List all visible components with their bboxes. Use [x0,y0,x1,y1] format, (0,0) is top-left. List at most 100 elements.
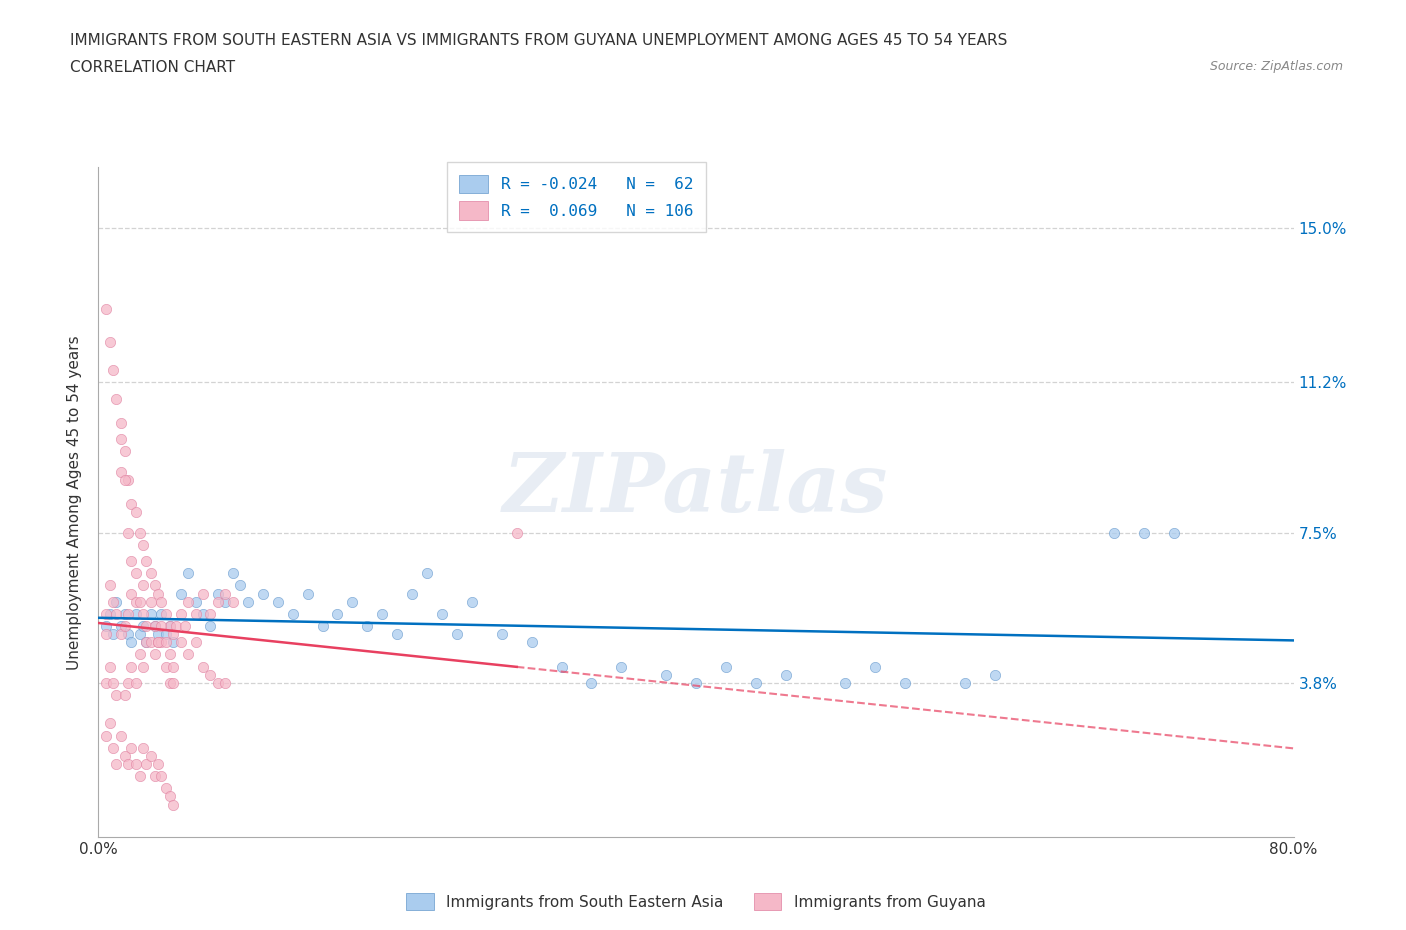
Point [94,302,117,317]
Point [155,635,177,650]
Point [120,586,142,601]
Point [100,659,122,674]
Point [148,635,170,650]
Point [125,606,148,621]
Point [159,618,181,633]
Point [184,635,207,650]
Point [610,659,633,674]
Point [103,594,125,609]
Point [114,749,136,764]
Point [105,392,128,406]
Point [385,627,409,642]
Point [129,647,152,662]
Point [191,606,214,621]
Point [129,594,152,609]
Point [159,618,181,633]
Point [775,667,797,682]
Point [143,769,166,784]
Point [236,594,259,609]
Point [865,659,887,674]
Point [135,635,157,650]
Point [100,606,122,621]
Point [132,578,155,592]
Point [94,606,117,621]
Point [125,565,148,580]
Point [135,618,157,633]
Point [446,627,468,642]
Point [132,740,155,755]
Point [100,578,122,592]
Point [506,525,529,540]
Point [984,667,1007,682]
Point [550,659,572,674]
Point [105,606,128,621]
Point [155,606,177,621]
Point [356,618,378,633]
Point [94,675,117,690]
Point [117,675,139,690]
Point [1133,525,1156,540]
Point [207,675,229,690]
Point [125,505,148,520]
Point [297,586,319,601]
Point [1104,525,1126,540]
Point [132,659,155,674]
Point [162,635,184,650]
Point [953,675,976,690]
Point [148,756,170,771]
Point [129,627,152,642]
Point [100,335,122,350]
Point [132,538,155,552]
Y-axis label: Unemployment Among Ages 45 to 54 years: Unemployment Among Ages 45 to 54 years [67,335,83,670]
Point [139,635,162,650]
Text: IMMIGRANTS FROM SOUTH EASTERN ASIA VS IMMIGRANTS FROM GUYANA UNEMPLOYMENT AMONG : IMMIGRANTS FROM SOUTH EASTERN ASIA VS IM… [70,33,1008,47]
Text: CORRELATION CHART: CORRELATION CHART [70,60,235,75]
Point [311,618,333,633]
Point [714,659,737,674]
Point [103,675,125,690]
Point [581,675,603,690]
Point [100,716,122,731]
Point [177,647,200,662]
Point [132,606,155,621]
Point [129,769,152,784]
Point [177,594,200,609]
Point [184,606,207,621]
Point [214,594,236,609]
Point [120,740,142,755]
Point [834,675,856,690]
Point [252,586,274,601]
Point [114,472,136,487]
Point [117,756,139,771]
Point [685,675,707,690]
Point [214,675,236,690]
Point [416,565,439,580]
Point [326,606,349,621]
Legend: Immigrants from South Eastern Asia, Immigrants from Guyana: Immigrants from South Eastern Asia, Immi… [401,886,991,916]
Point [177,565,200,580]
Point [155,781,177,796]
Point [207,586,229,601]
Point [110,618,132,633]
Point [125,594,148,609]
Point [94,728,117,743]
Point [159,675,181,690]
Point [110,728,132,743]
Point [117,606,139,621]
Text: Source: ZipAtlas.com: Source: ZipAtlas.com [1209,60,1343,73]
Point [143,618,166,633]
Point [371,606,394,621]
Point [148,586,170,601]
Point [139,606,162,621]
Point [191,659,214,674]
Point [162,675,184,690]
Point [103,627,125,642]
Point [94,618,117,633]
Point [200,618,222,633]
Point [174,618,197,633]
Point [139,594,162,609]
Point [117,525,139,540]
Point [207,594,229,609]
Point [430,606,453,621]
Point [150,594,173,609]
